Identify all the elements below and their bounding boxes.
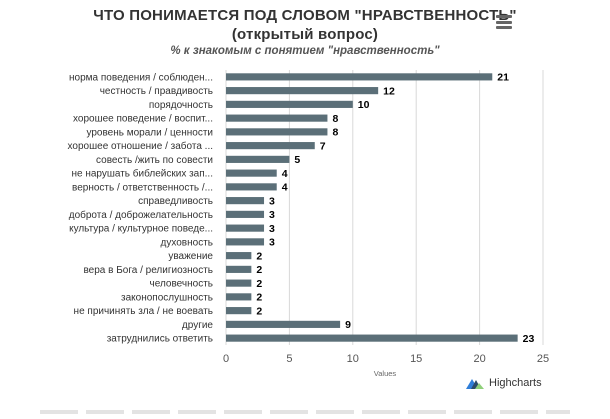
data-label: 23 xyxy=(523,333,535,345)
chart-title-line2: (открытый вопрос) xyxy=(231,26,379,43)
data-label: 2 xyxy=(256,292,262,304)
bar[interactable] xyxy=(226,238,265,246)
credits-text: Highcharts xyxy=(489,377,542,389)
category-label: другие xyxy=(182,320,214,331)
bar[interactable] xyxy=(226,224,265,232)
data-label: 10 xyxy=(358,99,370,111)
category-label: человечность xyxy=(150,279,213,290)
x-tick-label: 20 xyxy=(473,353,485,365)
category-label: верность / ответственность /... xyxy=(72,182,213,193)
x-tick-label: 0 xyxy=(223,353,229,365)
data-label: 3 xyxy=(269,195,275,207)
category-label: хорошее отношение / забота ... xyxy=(68,140,213,152)
data-label: 2 xyxy=(256,278,262,290)
data-label: 3 xyxy=(269,237,275,249)
bar[interactable] xyxy=(226,114,328,122)
chart-title-line1: ЧТО ПОНИМАЕТСЯ ПОД СЛОВОМ "НРАВСТВЕННОСТ… xyxy=(93,7,517,24)
bar[interactable] xyxy=(226,128,328,136)
bar[interactable] xyxy=(226,265,252,273)
category-label: культура / культурное поведе... xyxy=(69,224,213,235)
bar[interactable] xyxy=(226,252,252,260)
data-label: 8 xyxy=(332,113,338,125)
category-label: честность / правдивость xyxy=(100,86,213,97)
data-label: 2 xyxy=(256,250,262,262)
x-axis-title: Values xyxy=(374,369,397,378)
category-label: норма поведения / соблюден... xyxy=(69,71,213,83)
x-tick-label: 10 xyxy=(347,353,359,365)
chart-menu-button[interactable] xyxy=(490,10,518,34)
bar[interactable] xyxy=(226,307,252,315)
bar[interactable] xyxy=(226,73,493,81)
x-tick-label: 15 xyxy=(410,353,422,365)
bar[interactable] xyxy=(226,142,315,150)
data-label: 3 xyxy=(269,223,275,235)
category-label: затруднились ответить xyxy=(107,334,213,345)
bar[interactable] xyxy=(226,197,265,205)
x-tick-label: 5 xyxy=(286,353,292,365)
category-label: доброта / доброжелательность xyxy=(69,209,213,221)
category-label: не нарушать библейских зап... xyxy=(71,168,213,180)
data-label: 8 xyxy=(332,127,338,139)
category-label: не причинять зла / не воевать xyxy=(74,306,213,317)
menu-icon xyxy=(496,15,512,18)
bar[interactable] xyxy=(226,100,353,108)
bar[interactable] xyxy=(226,210,265,218)
menu-icon xyxy=(496,20,512,24)
data-label: 2 xyxy=(256,305,262,317)
category-label: вера в Бога / религиозность xyxy=(83,265,213,276)
credits-link[interactable]: Highcharts xyxy=(466,377,542,390)
bar[interactable] xyxy=(226,87,379,95)
category-label: справедливость xyxy=(138,196,213,207)
category-label: духовность xyxy=(161,237,213,248)
cropped-footer-text xyxy=(40,410,570,414)
data-label: 4 xyxy=(282,168,288,180)
x-tick-label: 25 xyxy=(537,353,549,365)
bar[interactable] xyxy=(226,155,290,163)
bar[interactable] xyxy=(226,293,252,301)
category-label: хорошее поведение / воспит... xyxy=(73,114,213,125)
category-label: уровень морали / ценности xyxy=(86,127,213,138)
bar[interactable] xyxy=(226,279,252,287)
data-label: 3 xyxy=(269,209,275,221)
chart-subtitle: % к знакомым с понятием "нравственность" xyxy=(170,45,440,57)
data-label: 12 xyxy=(383,85,395,97)
category-label: порядочность xyxy=(149,100,213,111)
data-label: 5 xyxy=(294,154,300,166)
category-label: совесть /жить по совести xyxy=(96,155,213,166)
bar[interactable] xyxy=(226,334,518,342)
data-label: 9 xyxy=(345,319,351,331)
data-label: 4 xyxy=(282,182,288,194)
bar[interactable] xyxy=(226,169,277,177)
data-label: 21 xyxy=(497,72,509,84)
data-label: 7 xyxy=(320,140,326,152)
bar[interactable] xyxy=(226,183,277,191)
highcharts-logo-icon xyxy=(466,379,484,390)
bar[interactable] xyxy=(226,320,341,328)
menu-icon xyxy=(496,26,512,29)
data-label: 2 xyxy=(256,264,262,276)
chart-title: ЧТО ПОНИМАЕТСЯ ПОД СЛОВОМ "НРАВСТВЕННОСТ… xyxy=(0,6,610,44)
category-label: уважение xyxy=(168,251,213,262)
category-label: законопослушность xyxy=(121,292,213,303)
